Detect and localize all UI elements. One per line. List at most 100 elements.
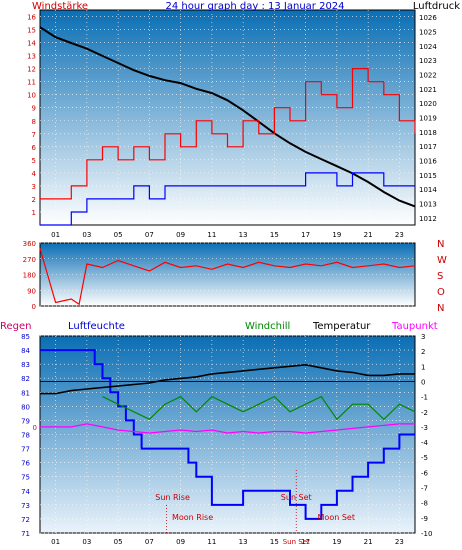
series-taupunkt bbox=[40, 423, 415, 434]
time-tick-label: 07 bbox=[145, 538, 154, 546]
temperature-tick-label: -6 bbox=[421, 469, 429, 477]
time-tick-label: 01 bbox=[51, 538, 60, 546]
series-temperatur bbox=[40, 363, 415, 395]
wind-tick-label: 10 bbox=[27, 92, 36, 100]
wind-tick-label: 14 bbox=[27, 40, 36, 48]
humidity-tick-label: 78 bbox=[21, 432, 30, 440]
compass-label: W bbox=[437, 255, 447, 266]
sun-set-time-label: Sun Set bbox=[283, 538, 310, 546]
series-wind bbox=[40, 172, 415, 226]
series-windchill bbox=[102, 395, 416, 421]
time-tick-label: 07 bbox=[145, 231, 154, 239]
compass-label: N bbox=[437, 239, 444, 250]
humidity-tick-label: 85 bbox=[21, 333, 30, 341]
temperature-tick-label: 2 bbox=[421, 348, 425, 356]
wind-tick-label: 16 bbox=[27, 14, 36, 22]
temperature-tick-label: 3 bbox=[421, 333, 425, 341]
moon-set-label: Moon Set bbox=[318, 513, 355, 522]
compass-label: S bbox=[437, 271, 443, 282]
humidity-tick-label: 77 bbox=[21, 446, 30, 454]
wind-tick-label: 11 bbox=[27, 79, 36, 87]
time-tick-label: 09 bbox=[176, 231, 185, 239]
time-tick-label: 11 bbox=[207, 538, 216, 546]
time-tick-label: 03 bbox=[82, 231, 91, 239]
wind-tick-label: 6 bbox=[32, 144, 37, 152]
pressure-tick-label: 1017 bbox=[419, 143, 437, 151]
legend-entry: Regen bbox=[0, 321, 32, 332]
pressure-tick-label: 1012 bbox=[419, 215, 437, 223]
pressure-tick-label: 1026 bbox=[419, 14, 437, 22]
pressure-tick-label: 1019 bbox=[419, 115, 437, 123]
time-tick-label: 19 bbox=[332, 538, 341, 546]
wind-tick-label: 2 bbox=[32, 196, 36, 204]
legend-entry: Taupunkt bbox=[391, 321, 438, 332]
temperature-tick-label: -10 bbox=[421, 530, 432, 538]
pressure-tick-label: 1020 bbox=[419, 100, 437, 108]
time-tick-label: 15 bbox=[270, 231, 279, 239]
direction-tick-label: 90 bbox=[27, 287, 36, 295]
wind-tick-label: 12 bbox=[27, 66, 36, 74]
series-b-en bbox=[40, 67, 416, 200]
pressure-tick-label: 1016 bbox=[419, 158, 437, 166]
humidity-tick-label: 76 bbox=[21, 460, 30, 468]
legend-entry: Luftfeuchte bbox=[68, 321, 125, 332]
series-windrichtung bbox=[39, 248, 416, 306]
pressure-tick-label: 1025 bbox=[419, 29, 437, 37]
temperature-tick-label: -5 bbox=[421, 454, 428, 462]
legend-entry: Windchill bbox=[245, 321, 290, 332]
temperature-tick-label: 1 bbox=[421, 363, 425, 371]
pressure-tick-label: 1022 bbox=[419, 72, 437, 80]
temperature-tick-label: -8 bbox=[421, 500, 428, 508]
compass-label: O bbox=[437, 287, 445, 298]
wind-tick-label: 9 bbox=[32, 105, 36, 113]
rain-zero-label: 0 bbox=[33, 424, 37, 432]
temperature-tick-label: -2 bbox=[421, 409, 428, 417]
humidity-tick-label: 71 bbox=[21, 530, 30, 538]
humidity-tick-label: 83 bbox=[21, 361, 30, 369]
legend-entry: Temperatur bbox=[312, 321, 371, 332]
wind-tick-label: 3 bbox=[32, 183, 36, 191]
temperature-tick-label: -3 bbox=[421, 424, 428, 432]
wind-tick-label: 7 bbox=[32, 131, 36, 139]
humidity-tick-label: 84 bbox=[21, 347, 30, 355]
time-tick-label: 17 bbox=[301, 538, 310, 546]
temperature-tick-label: -1 bbox=[421, 394, 428, 402]
wind-tick-label: 13 bbox=[27, 53, 36, 61]
time-tick-label: 23 bbox=[395, 538, 404, 546]
pressure-tick-label: 1024 bbox=[419, 43, 437, 51]
temperature-tick-label: 0 bbox=[421, 378, 425, 386]
pressure-tick-label: 1023 bbox=[419, 57, 437, 65]
direction-tick-label: 270 bbox=[23, 256, 36, 264]
direction-tick-label: 0 bbox=[32, 303, 36, 311]
pressure-tick-label: 1021 bbox=[419, 86, 437, 94]
time-tick-label: 15 bbox=[270, 538, 279, 546]
wind-pressure-plot-area bbox=[39, 9, 416, 226]
humidity-tick-label: 82 bbox=[21, 375, 30, 383]
pressure-tick-label: 1014 bbox=[419, 186, 437, 194]
humidity-tick-label: 80 bbox=[21, 403, 30, 411]
time-tick-label: 21 bbox=[364, 231, 373, 239]
humidity-tick-label: 73 bbox=[21, 502, 30, 510]
series-luftfeuchte bbox=[40, 349, 415, 520]
time-tick-label: 13 bbox=[239, 231, 248, 239]
time-tick-label: 01 bbox=[51, 231, 60, 239]
wind-axis-label: Windstärke bbox=[32, 1, 88, 12]
sun-set-label: Sun Set bbox=[281, 493, 312, 502]
temperature-tick-label: -4 bbox=[421, 439, 429, 447]
temperature-tick-label: -7 bbox=[421, 485, 428, 493]
time-tick-label: 03 bbox=[82, 538, 91, 546]
temperature-tick-label: -9 bbox=[421, 515, 428, 523]
wind-tick-label: 8 bbox=[32, 118, 36, 126]
time-tick-label: 21 bbox=[364, 538, 373, 546]
time-tick-label: 13 bbox=[239, 538, 248, 546]
humidity-tick-label: 75 bbox=[21, 474, 30, 482]
moon-rise-label: Moon Rise bbox=[172, 513, 213, 522]
pressure-tick-label: 1015 bbox=[419, 172, 437, 180]
humidity-tick-label: 81 bbox=[21, 389, 30, 397]
time-tick-label: 05 bbox=[114, 231, 123, 239]
wind-tick-label: 1 bbox=[32, 209, 36, 217]
time-tick-label: 11 bbox=[207, 231, 216, 239]
pressure-tick-label: 1013 bbox=[419, 201, 437, 209]
wind-tick-label: 15 bbox=[27, 27, 36, 35]
